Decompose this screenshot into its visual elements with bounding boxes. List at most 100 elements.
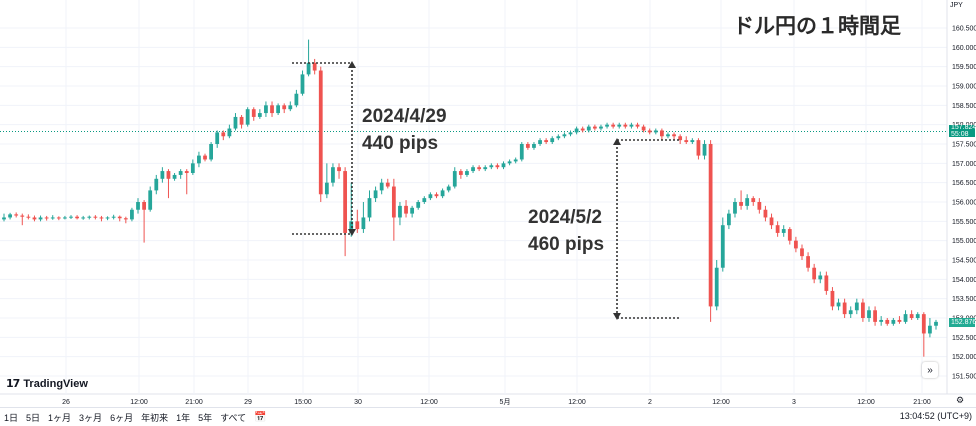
candle-body — [465, 171, 469, 175]
candle-body — [617, 124, 622, 127]
gear-icon[interactable]: ⚙ — [956, 395, 965, 405]
candle-body — [550, 138, 555, 143]
annotation-1: 2024/4/29 440 pips — [362, 103, 447, 157]
candle-body — [300, 74, 305, 94]
candle-body — [751, 198, 756, 202]
candle-body — [867, 310, 871, 318]
candle-body — [209, 144, 213, 160]
candle-body — [605, 124, 609, 127]
last-price-label: 152.876 — [949, 318, 976, 328]
candle-body — [507, 161, 512, 164]
candle-body — [343, 171, 348, 233]
candle-body — [105, 217, 110, 219]
candle-body — [696, 140, 701, 156]
candle-body — [501, 163, 506, 168]
candle-body — [264, 105, 268, 114]
x-tick-label: 12:00 — [420, 399, 438, 406]
candle-body — [800, 248, 804, 257]
candle-body — [714, 267, 719, 307]
candle-body — [446, 186, 451, 191]
range-3m[interactable]: 3ヶ月 — [79, 412, 103, 423]
range-1m[interactable]: 1ヶ月 — [48, 412, 72, 423]
annotation-1-pips: 440 pips — [362, 133, 439, 154]
y-tick-label: 160.500 — [952, 26, 976, 33]
candle-body — [385, 182, 390, 187]
range-5y[interactable]: 5年 — [198, 412, 213, 423]
candle-body — [312, 62, 317, 71]
x-tick-label: 26 — [62, 399, 70, 406]
y-tick-label: 156.000 — [952, 200, 976, 207]
candle-body — [830, 290, 835, 307]
range-5d[interactable]: 5日 — [26, 412, 41, 423]
currency-label: JPY — [950, 2, 963, 9]
candle-body — [903, 314, 908, 322]
candle-body — [690, 140, 695, 143]
candle-body — [586, 126, 591, 131]
candle-body — [355, 221, 360, 230]
candle-body — [458, 171, 463, 175]
range-6m[interactable]: 6ヶ月 — [110, 412, 134, 423]
candle-body — [81, 217, 86, 219]
candle-body — [221, 132, 226, 137]
y-tick-label: 155.000 — [952, 238, 976, 245]
x-tick-label: 15:00 — [294, 399, 312, 406]
x-tick-label: 12:00 — [712, 399, 730, 406]
candle-body — [592, 126, 597, 129]
bottom-toolbar: 1日 5日 1ヶ月 3ヶ月 6ヶ月 年初来 1年 5年 すべて 📅 13:04:… — [0, 407, 976, 426]
candle-body — [861, 302, 865, 318]
tradingview-logo[interactable]: 𝟭𝟳 TradingView — [6, 377, 88, 391]
y-tick-label: 156.500 — [952, 180, 976, 187]
candle-body — [806, 256, 810, 268]
y-tick-label: 152.000 — [952, 354, 976, 361]
candle-body — [708, 144, 713, 307]
range-1d[interactable]: 1日 — [4, 412, 19, 423]
candle-body — [123, 218, 128, 220]
annotation-1-date: 2024/4/29 — [362, 106, 447, 127]
candle-body — [257, 113, 262, 117]
x-tick-label: 12:00 — [568, 399, 586, 406]
candle-body — [745, 198, 750, 206]
candle-body — [775, 225, 780, 233]
candle-body — [836, 302, 841, 307]
annotation-2: 2024/5/2 460 pips — [528, 204, 604, 258]
candle-body — [879, 319, 884, 322]
candle-body — [294, 93, 299, 106]
y-tick-label: 152.500 — [952, 335, 976, 342]
candle-body — [909, 314, 914, 318]
candle-body — [142, 202, 146, 210]
candle-body — [629, 124, 634, 127]
x-tick-label: 3 — [792, 399, 796, 406]
candle-body — [87, 216, 92, 218]
candle-body — [580, 128, 585, 131]
candlestick-chart[interactable]: 151.500152.000152.500153.000153.500154.0… — [0, 0, 976, 407]
countdown-value: 55:08 — [951, 131, 969, 139]
candle-body — [611, 124, 616, 127]
candle-body — [337, 167, 341, 172]
annotation-2-arrow-down — [613, 313, 621, 320]
candle-body — [513, 159, 518, 162]
y-tick-label: 157.000 — [952, 161, 976, 168]
candle-body — [538, 140, 542, 144]
candle-body — [99, 217, 104, 219]
y-tick-label: 160.000 — [952, 45, 976, 52]
range-ytd[interactable]: 年初来 — [141, 412, 169, 423]
annotation-1-arrow-up — [348, 61, 356, 68]
candle-body — [136, 202, 140, 210]
chart-area[interactable]: 151.500152.000152.500153.000153.500154.0… — [0, 0, 976, 407]
candle-body — [50, 217, 55, 219]
annotation-1-arrow-down — [348, 229, 356, 236]
candle-body — [452, 171, 457, 187]
candle-body — [812, 267, 817, 280]
candle-body — [276, 105, 281, 114]
scroll-to-realtime-button[interactable]: » — [922, 362, 938, 378]
candle-body — [416, 202, 421, 208]
candle-body — [172, 174, 177, 179]
candle-body — [111, 216, 116, 218]
candle-body — [391, 186, 396, 218]
calendar-icon[interactable]: 📅 — [254, 411, 267, 423]
x-tick-label: 30 — [354, 399, 362, 406]
range-all[interactable]: すべて — [220, 412, 247, 423]
candle-body — [787, 229, 792, 241]
candle-body — [897, 319, 902, 322]
range-1y[interactable]: 1年 — [176, 412, 191, 423]
